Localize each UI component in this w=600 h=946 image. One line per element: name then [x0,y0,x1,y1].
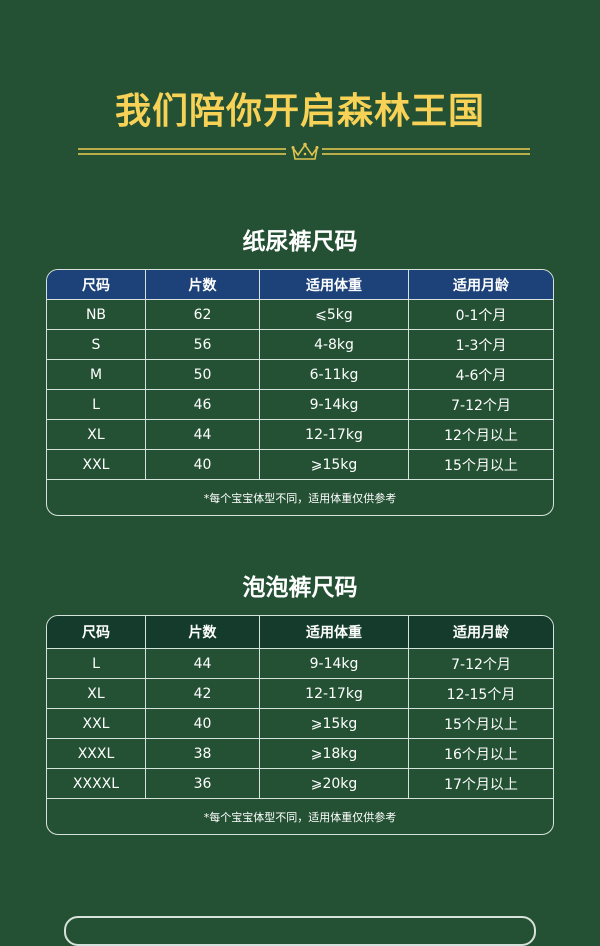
table-cell: ⩾15kg [260,709,409,739]
table-cell: 7-12个月 [409,649,553,679]
table-cell: 6-11kg [260,360,409,390]
table-cell: 12-17kg [260,420,409,450]
column-header: 尺码 [47,616,146,649]
table-cell: 17个月以上 [409,769,553,799]
column-header: 适用月龄 [409,616,553,649]
table-note: *每个宝宝体型不同，适用体重仅供参考 [203,491,397,505]
table-cell: XXXL [47,739,146,769]
table-row: XXXXL 36 ⩾20kg 17个月以上 [47,769,553,799]
table-cell: 46 [146,390,260,420]
table-cell: 1-3个月 [409,330,553,360]
divider-right [322,148,530,158]
diaper-size-table: 尺码 片数 适用体重 适用月龄 NB 62 ⩽5kg 0-1个月 S 56 4-8kg 1-3个月 M 5… [46,269,554,516]
table-cell: XXL [47,450,146,480]
table-cell: 16个月以上 [409,739,553,769]
diaper-heading: 纸尿裤尺码 [242,229,358,255]
table-cell: 4-6个月 [409,360,553,390]
table-row: XXXL 38 ⩾18kg 16个月以上 [47,739,553,769]
page-title: 我们陪你开启森林王国 [114,91,485,132]
column-header: 片数 [146,616,260,649]
table-cell: L [47,649,146,679]
table-cell: 44 [146,420,260,450]
table-cell: 0-1个月 [409,300,553,330]
table-row: S 56 4-8kg 1-3个月 [47,330,553,360]
column-header: 尺码 [47,270,146,300]
divider-left [78,148,286,158]
crown-icon [291,142,319,160]
table-cell: 38 [146,739,260,769]
column-header: 片数 [146,270,260,300]
table-row: L 46 9-14kg 7-12个月 [47,390,553,420]
table-cell: 15个月以上 [409,709,553,739]
table-cell: S [47,330,146,360]
table-cell: ⩽5kg [260,300,409,330]
table-note: *每个宝宝体型不同，适用体重仅供参考 [203,810,397,824]
table-cell: XXXXL [47,769,146,799]
table-cell: 62 [146,300,260,330]
table-cell: 12-17kg [260,679,409,709]
pullup-size-table: 尺码 片数 适用体重 适用月龄 L 44 9-14kg 7-12个月 XL 42 12-17kg 12… [46,615,554,835]
table-cell: 36 [146,769,260,799]
table-cell: XL [47,679,146,709]
table-cell: 12个月以上 [409,420,553,450]
table-cell: 56 [146,330,260,360]
table-cell: ⩾18kg [260,739,409,769]
table-row: L 44 9-14kg 7-12个月 [47,649,553,679]
table-cell: L [47,390,146,420]
table-cell: 40 [146,709,260,739]
table-row: XL 44 12-17kg 12个月以上 [47,420,553,450]
table-cell: 50 [146,360,260,390]
table-cell: ⩾15kg [260,450,409,480]
table-cell: ⩾20kg [260,769,409,799]
table-cell: 15个月以上 [409,450,553,480]
table-cell: 12-15个月 [409,679,553,709]
column-header: 适用月龄 [409,270,553,300]
table-row: XXL 40 ⩾15kg 15个月以上 [47,450,553,480]
table-cell: 7-12个月 [409,390,553,420]
column-header: 适用体重 [260,270,409,300]
table-cell: NB [47,300,146,330]
table-cell: 9-14kg [260,390,409,420]
table-cell: 40 [146,450,260,480]
table-row: XXL 40 ⩾15kg 15个月以上 [47,709,553,739]
table-cell: M [47,360,146,390]
table-row: NB 62 ⩽5kg 0-1个月 [47,300,553,330]
table-cell: XXL [47,709,146,739]
table-row: XL 42 12-17kg 12-15个月 [47,679,553,709]
table-cell: 4-8kg [260,330,409,360]
table-cell: XL [47,420,146,450]
column-header: 适用体重 [260,616,409,649]
table-row: M 50 6-11kg 4-6个月 [47,360,553,390]
table-cell: 42 [146,679,260,709]
table-cell: 44 [146,649,260,679]
table-cell: 9-14kg [260,649,409,679]
pullup-heading: 泡泡裤尺码 [242,575,358,601]
